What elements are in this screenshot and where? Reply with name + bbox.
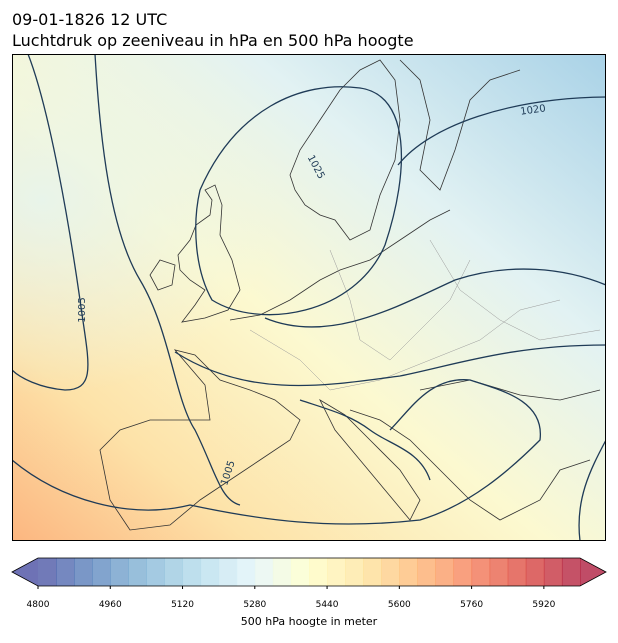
colorbar-segment — [345, 558, 364, 586]
colorbar-segment — [164, 558, 184, 586]
colorbar-tick-label: 5760 — [460, 600, 483, 610]
colorbar-segment — [146, 558, 165, 586]
colorbar: 4800 4960 5120 5280 5440 5600 5760 5920 — [11, 557, 607, 610]
colorbar-segment — [363, 558, 382, 586]
colorbar-segment — [399, 558, 418, 586]
colorbar-segment — [236, 558, 256, 586]
colorbar-segment — [272, 558, 292, 586]
map: 1020 1025 1005 1005 — [12, 54, 606, 541]
colorbar-segment — [507, 558, 527, 586]
contour-label: 1005 — [77, 297, 88, 322]
colorbar-tick-label: 4800 — [27, 600, 50, 610]
colorbar-segment — [254, 558, 274, 586]
title: 09-01-1826 12 UTC — [12, 10, 167, 29]
colorbar-tick-label: 5280 — [243, 600, 266, 610]
colorbar-segment — [218, 558, 238, 586]
colorbar-segment — [290, 558, 310, 586]
colorbar-segment — [92, 558, 111, 586]
colorbar-extend-high — [580, 558, 606, 586]
colorbar-segment — [561, 558, 581, 586]
colorbar-segment — [182, 558, 202, 586]
colorbar-segment — [471, 558, 491, 586]
height-field-overlay — [12, 54, 606, 541]
colorbar-segment — [74, 558, 93, 586]
colorbar-segment — [309, 558, 328, 586]
colorbar-tick-label: 5120 — [171, 600, 194, 610]
colorbar-segment — [110, 558, 129, 586]
colorbar-tick-label: 5440 — [316, 600, 339, 610]
coastlines — [99, 59, 601, 531]
isobars — [12, 54, 606, 541]
colorbar-segment — [525, 558, 545, 586]
colorbar-label: 500 hPa hoogte in meter — [241, 615, 378, 628]
colorbar-segment — [327, 558, 346, 586]
colorbar-segment — [453, 558, 473, 586]
colorbar-extend-low — [12, 558, 38, 586]
borders — [249, 239, 601, 391]
colorbar-segment — [38, 558, 57, 586]
colorbar-tick-label: 5600 — [388, 600, 411, 610]
colorbar-segment — [435, 558, 455, 586]
colorbar-segment — [200, 558, 220, 586]
map-frame — [12, 54, 606, 541]
subtitle: Luchtdruk op zeeniveau in hPa en 500 hPa… — [12, 31, 414, 50]
colorbar-segment — [56, 558, 75, 586]
colorbar-tick-label: 5920 — [532, 600, 555, 610]
colorbar-segment — [417, 558, 436, 586]
colorbar-segment — [128, 558, 147, 586]
colorbar-segment — [489, 558, 509, 586]
contour-label: 1020 — [520, 103, 547, 117]
colorbar-segment — [381, 558, 400, 586]
colorbar-segment — [543, 558, 563, 586]
colorbar-tick-label: 4960 — [99, 600, 122, 610]
